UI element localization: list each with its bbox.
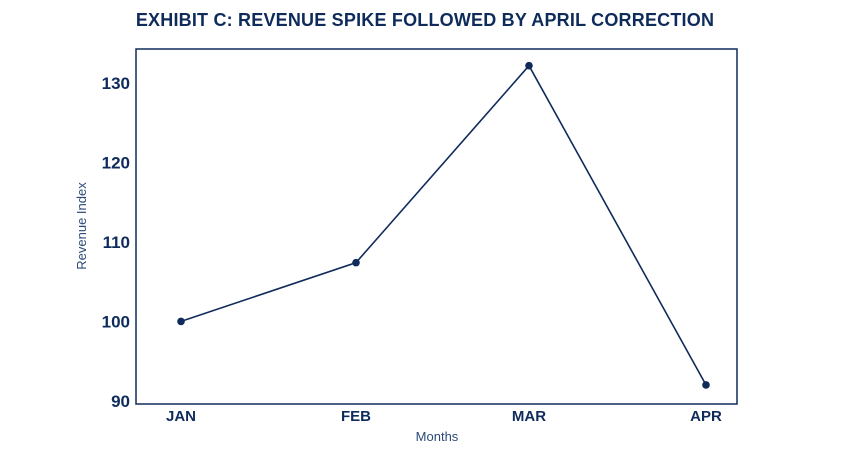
data-point-jan <box>177 317 185 326</box>
y-tick-label: 100 <box>102 312 130 331</box>
y-axis-label: Revenue Index <box>74 182 89 270</box>
data-point-mar <box>525 61 533 70</box>
x-tick-label: JAN <box>166 408 196 425</box>
x-tick-label: APR <box>690 408 722 425</box>
series-line <box>180 64 707 386</box>
y-tick-label: 110 <box>103 233 130 252</box>
plot-frame <box>135 48 738 405</box>
data-point-feb <box>352 258 360 267</box>
x-tick-label: FEB <box>341 408 371 425</box>
y-tick-label: 120 <box>102 154 130 173</box>
data-point-apr <box>702 381 710 389</box>
x-tick-label: MAR <box>512 408 546 425</box>
y-tick-label: 90 <box>111 392 130 411</box>
chart-title: EXHIBIT C: REVENUE SPIKE FOLLOWED BY APR… <box>135 10 715 30</box>
y-tick-label: 130 <box>102 74 130 93</box>
x-axis-label: Months <box>416 429 459 444</box>
